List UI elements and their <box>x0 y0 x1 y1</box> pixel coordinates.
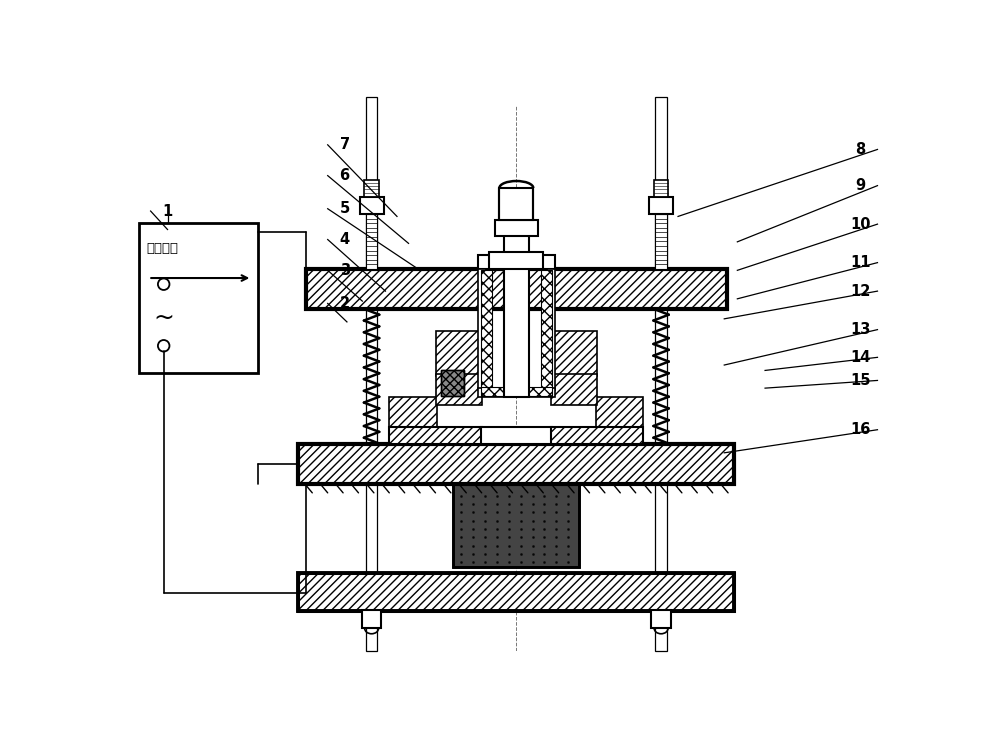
Bar <box>655 97 667 651</box>
Text: 15: 15 <box>850 373 871 388</box>
Bar <box>360 197 384 214</box>
Text: 12: 12 <box>850 283 871 299</box>
Bar <box>551 374 597 405</box>
Bar <box>478 388 555 397</box>
Bar <box>649 197 673 214</box>
Bar <box>298 573 734 611</box>
Text: 13: 13 <box>850 322 871 337</box>
Bar <box>551 331 597 376</box>
Bar <box>441 370 464 396</box>
Bar <box>541 270 552 388</box>
Bar <box>306 269 727 309</box>
Bar <box>298 573 734 611</box>
Bar <box>436 331 482 376</box>
Bar <box>495 220 538 236</box>
Text: 3: 3 <box>340 263 350 278</box>
Text: 5: 5 <box>340 201 350 216</box>
Text: 9: 9 <box>855 178 866 193</box>
Bar <box>298 444 734 484</box>
Text: 6: 6 <box>340 168 350 183</box>
Bar <box>481 270 492 388</box>
Bar <box>481 427 552 444</box>
Text: 11: 11 <box>850 255 871 270</box>
Bar <box>478 255 555 269</box>
Bar <box>478 269 486 389</box>
Text: 4: 4 <box>340 232 350 247</box>
Bar <box>651 610 671 628</box>
Text: ~: ~ <box>153 305 174 329</box>
Text: 7: 7 <box>340 138 350 152</box>
Bar <box>441 370 464 396</box>
Bar <box>499 188 533 220</box>
Bar <box>453 484 579 567</box>
Bar <box>362 610 381 628</box>
Text: 10: 10 <box>850 217 871 231</box>
Text: 16: 16 <box>850 422 871 437</box>
Bar <box>389 397 437 444</box>
Text: 14: 14 <box>850 350 871 365</box>
Bar <box>654 180 668 197</box>
Text: 1: 1 <box>162 203 173 219</box>
Bar <box>504 219 529 397</box>
Bar <box>436 374 482 405</box>
Text: 8: 8 <box>855 142 866 157</box>
Bar <box>547 269 555 389</box>
Bar <box>655 214 667 269</box>
Bar <box>306 269 727 309</box>
Bar <box>489 252 543 269</box>
Text: 2: 2 <box>340 296 350 311</box>
Bar <box>389 427 482 444</box>
Bar <box>298 444 734 484</box>
Bar <box>366 214 377 269</box>
Text: 高频电流: 高频电流 <box>147 242 179 255</box>
Bar <box>366 97 377 651</box>
Bar <box>551 427 643 444</box>
Bar <box>453 484 579 567</box>
Bar <box>481 386 552 396</box>
Bar <box>596 397 643 444</box>
Bar <box>139 223 258 373</box>
Bar <box>364 180 379 197</box>
